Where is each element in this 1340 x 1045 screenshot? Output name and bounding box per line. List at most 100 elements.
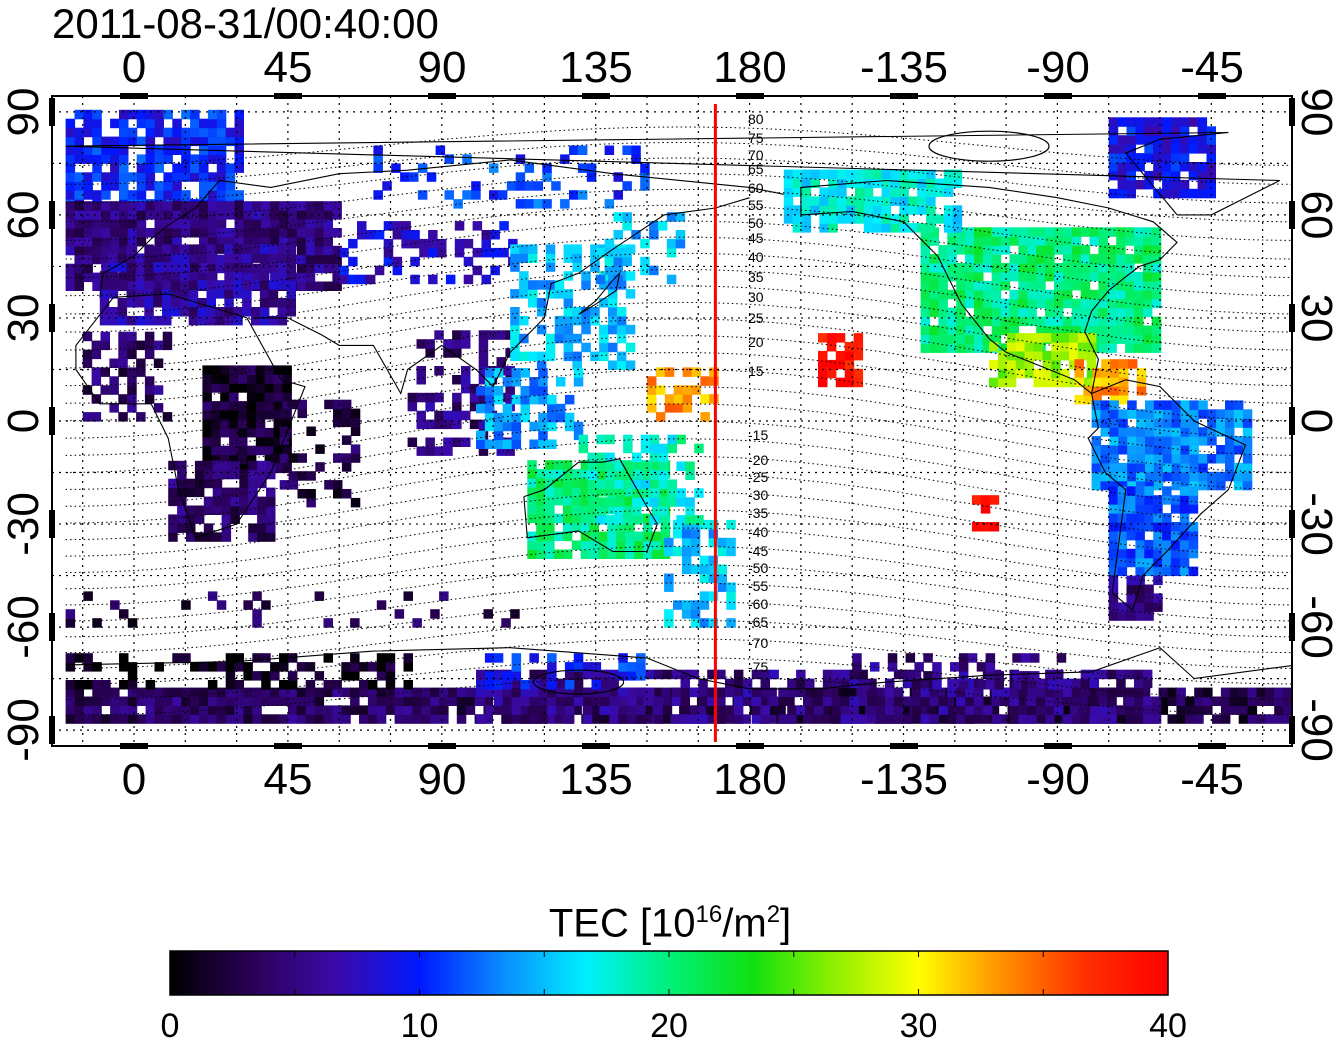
tec-cell	[279, 219, 289, 229]
tec-cell	[863, 178, 874, 188]
tec-cell	[350, 687, 360, 698]
tec-cell	[323, 245, 333, 256]
tec-cell	[108, 307, 119, 317]
tec-cell	[920, 678, 931, 689]
tec-cell	[929, 687, 939, 698]
tec-cell	[101, 201, 111, 211]
tec-cell	[571, 495, 582, 506]
tec-cell	[341, 453, 352, 463]
tec-cell	[373, 154, 383, 164]
tec-cell	[881, 196, 892, 206]
tec-cell	[323, 618, 333, 628]
tec-cell	[810, 178, 820, 188]
coastline	[523, 458, 658, 553]
tec-cell	[854, 187, 865, 197]
tec-cell	[1170, 530, 1181, 541]
tec-cell	[305, 714, 316, 724]
tec-cell	[563, 298, 574, 308]
tec-cell	[605, 452, 615, 463]
tec-cell	[225, 163, 236, 173]
tec-cell	[350, 705, 360, 715]
tec-cell	[965, 705, 975, 715]
dip-latitude-contour	[65, 420, 1292, 490]
tec-cell	[538, 439, 548, 449]
tec-cell	[443, 446, 453, 456]
tec-cell	[590, 244, 600, 254]
tec-cell	[681, 600, 692, 610]
tec-cell	[1083, 394, 1093, 405]
tec-cell	[1009, 705, 1019, 715]
tec-cell	[1142, 263, 1153, 273]
tec-cell	[599, 714, 609, 724]
tec-cell	[1142, 298, 1153, 309]
tec-cell	[365, 274, 376, 285]
tec-cell	[653, 696, 664, 706]
tec-cell	[923, 653, 933, 663]
tec-cell	[1107, 254, 1117, 264]
tec-cell	[376, 653, 387, 663]
tec-cell	[119, 219, 129, 229]
tec-cell	[297, 399, 307, 410]
tec-cell	[202, 454, 212, 465]
tec-cell	[403, 680, 413, 690]
tec-cell	[181, 201, 191, 211]
tec-cell	[119, 201, 129, 211]
tec-cell	[803, 687, 813, 698]
tec-cell	[1117, 539, 1128, 550]
tec-cell	[168, 487, 178, 498]
tec-cell	[1207, 471, 1217, 482]
tec-cell	[1212, 696, 1222, 706]
frame-tick	[49, 407, 55, 435]
tec-cell	[1069, 377, 1079, 388]
tec-cell	[1100, 409, 1110, 419]
tec-cell	[92, 219, 102, 229]
tec-cell	[545, 495, 555, 506]
tec-cell	[760, 669, 770, 680]
tec-cell	[1116, 705, 1126, 715]
tec-cell	[640, 461, 651, 471]
tec-cell	[519, 253, 529, 263]
tec-cell	[234, 705, 244, 715]
tec-cell	[1170, 170, 1181, 181]
tec-cell	[127, 687, 138, 698]
tec-cell	[1162, 144, 1172, 154]
dip-latitude-contour	[65, 126, 1292, 166]
tec-cell	[264, 454, 275, 465]
tec-cell	[286, 289, 296, 299]
tec-cell	[649, 488, 660, 498]
tec-cell	[419, 247, 429, 258]
tec-cell	[305, 281, 316, 291]
tec-cell	[234, 696, 244, 706]
tec-cell	[631, 145, 641, 155]
tec-cell	[935, 187, 945, 197]
tec-cell	[1042, 368, 1052, 379]
tec-cell	[835, 377, 846, 388]
tec-cell	[564, 669, 575, 680]
tec-cell	[908, 196, 918, 206]
tec-cell	[1108, 135, 1119, 145]
tec-cell	[1142, 236, 1153, 246]
tec-cell	[199, 190, 209, 200]
tec-cell	[297, 471, 307, 481]
tec-cell	[350, 417, 361, 428]
tec-cell	[634, 469, 644, 479]
tec-cell	[1000, 325, 1011, 335]
tec-cell	[323, 281, 333, 291]
tec-cell	[1045, 687, 1055, 698]
tec-cell	[341, 435, 352, 445]
tec-cell	[613, 247, 623, 258]
tec-cell	[1162, 495, 1172, 505]
tec-cell	[314, 671, 325, 681]
tec-cell	[1098, 705, 1108, 715]
tec-cell	[199, 154, 209, 164]
tec-cell	[428, 230, 438, 240]
tec-cell	[1171, 427, 1182, 437]
tec-cell	[1015, 359, 1026, 370]
tec-cell	[1018, 245, 1028, 255]
tec-cell	[822, 696, 833, 706]
tec-cell	[536, 513, 546, 524]
tec-cell	[680, 669, 690, 680]
colorbar-title-prefix: TEC [10	[548, 901, 696, 946]
tec-cell	[872, 169, 883, 180]
tec-cell	[608, 280, 618, 290]
